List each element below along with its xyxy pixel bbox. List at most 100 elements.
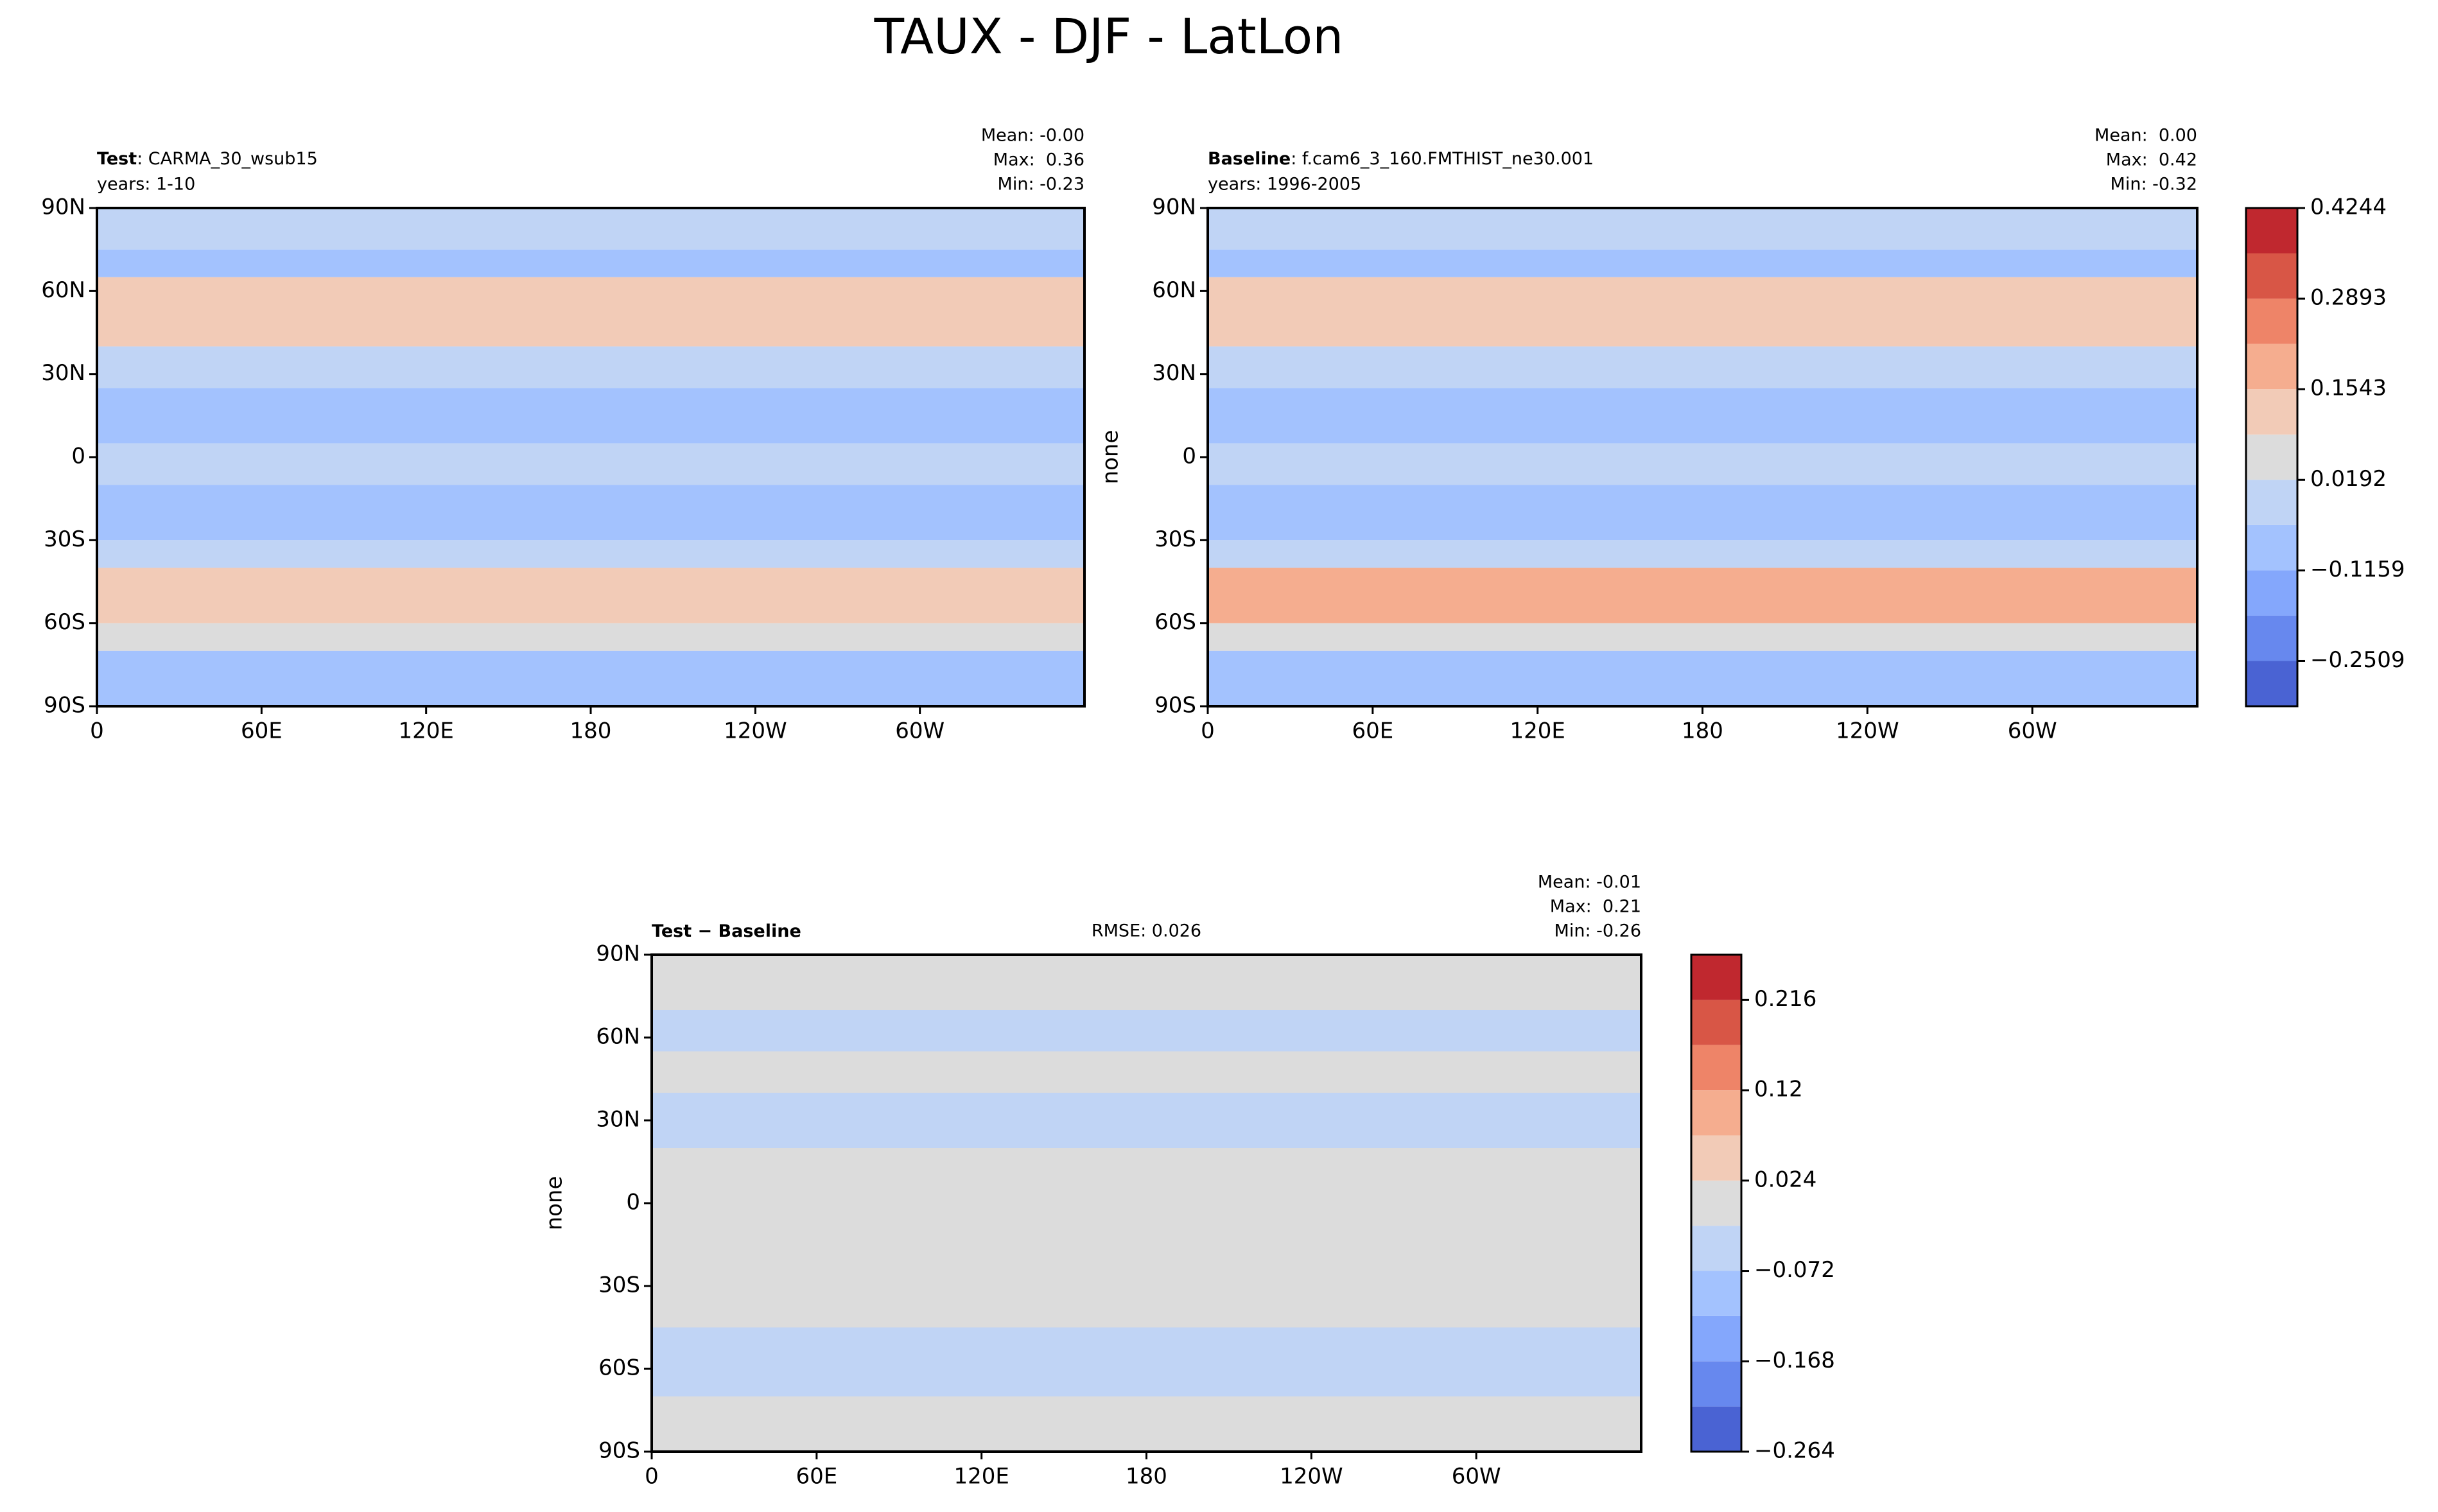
field-band <box>97 249 1084 277</box>
field-band <box>652 1010 1641 1052</box>
colorbar-segment <box>2246 434 2297 480</box>
colorbar-segment <box>1691 955 1741 1000</box>
colorbar-segment <box>1691 1226 1741 1271</box>
colorbar-segment <box>2246 661 2297 706</box>
colorbar-segment <box>2246 389 2297 435</box>
x-tick-label: 120E <box>398 718 453 744</box>
y-tick-label: 90N <box>41 195 85 220</box>
panel-stat: Mean: -0.01 <box>1538 873 1641 892</box>
colorbar-segment <box>2246 480 2297 525</box>
colorbar-segment <box>1691 1045 1741 1091</box>
colorbar-segment <box>1691 1000 1741 1045</box>
colorbar-tick-label: 0.4244 <box>2310 195 2387 220</box>
x-tick-label: 60E <box>1352 718 1393 744</box>
field-band <box>652 1396 1641 1452</box>
panel-stat: Min: -0.26 <box>1554 921 1641 941</box>
field-band <box>652 1093 1641 1148</box>
figure-title: TAUX - DJF - LatLon <box>874 8 1344 65</box>
panel-stat: Mean: -0.00 <box>981 126 1084 146</box>
y-tick-label: 60N <box>41 277 85 303</box>
field-band <box>1208 485 2197 541</box>
y-tick-label: 90S <box>598 1438 640 1464</box>
field-band <box>1208 388 2197 444</box>
y-tick-label: 90N <box>1152 195 1196 220</box>
panel-stat: Min: -0.32 <box>2111 175 2197 195</box>
panel-stat: Min: -0.23 <box>998 175 1084 195</box>
field-band <box>97 277 1084 347</box>
colorbar-frame <box>1690 953 1743 1453</box>
x-tick-label: 180 <box>570 718 612 744</box>
field-band <box>652 1327 1641 1369</box>
colorbar-segment <box>2246 343 2297 390</box>
field-band <box>1208 540 2197 568</box>
colorbar-segment <box>2246 299 2297 344</box>
panel-stat: Max: 0.21 <box>1550 897 1641 917</box>
panel-title-bold: Test <box>97 149 137 169</box>
x-tick-label: 180 <box>1682 718 1723 744</box>
colorbar-tick-label: 0.2893 <box>2310 285 2387 311</box>
y-tick-label: 60N <box>1152 277 1196 303</box>
colorbar-tick-label: 0.216 <box>1754 986 1816 1012</box>
x-tick-label: 60W <box>895 718 945 744</box>
y-tick-label: 30S <box>44 526 85 552</box>
x-tick-label: 0 <box>1201 718 1215 744</box>
field-band <box>97 443 1084 485</box>
colorbar-tick-label: −0.2509 <box>2310 647 2405 673</box>
field-band <box>97 568 1084 623</box>
panel-stat: Mean: 0.00 <box>2094 126 2197 146</box>
field-band <box>1208 650 2197 706</box>
x-tick-label: 120E <box>1510 718 1565 744</box>
field-band <box>97 485 1084 541</box>
panel-title: Test − Baseline <box>652 921 801 941</box>
y-tick-label: 30N <box>41 360 85 386</box>
field-band <box>97 208 1084 250</box>
colorbar-segment <box>2246 525 2297 571</box>
panel-title: Baseline: f.cam6_3_160.FMTHIST_ne30.001 <box>1208 149 1594 169</box>
field-band <box>97 346 1084 388</box>
panel-title-name: : CARMA_30_wsub15 <box>137 149 318 169</box>
panel-stat: Max: 0.42 <box>2106 150 2197 170</box>
colorbar-segment <box>1691 1316 1741 1362</box>
field-band <box>652 1148 1641 1328</box>
field-band <box>1208 623 2197 651</box>
colorbar-segment <box>1691 1406 1741 1452</box>
colorbar-tick-label: −0.264 <box>1754 1438 1835 1464</box>
y-tick-label: 60N <box>596 1024 640 1050</box>
colorbar-segment <box>1691 1135 1741 1181</box>
colorbar-tick-label: −0.168 <box>1754 1348 1835 1373</box>
field-band <box>1208 249 2197 277</box>
field-band <box>1208 208 2197 250</box>
colorbar-segment <box>2246 253 2297 299</box>
panel-title-name: : f.cam6_3_160.FMTHIST_ne30.001 <box>1291 149 1594 169</box>
x-tick-label: 60W <box>2008 718 2057 744</box>
y-tick-label: 90S <box>44 693 85 718</box>
colorbar-tick-label: 0.1543 <box>2310 376 2387 401</box>
x-tick-label: 60E <box>796 1464 837 1490</box>
colorbar-segment <box>1691 1271 1741 1316</box>
field-band <box>652 1369 1641 1396</box>
panel-center-title: RMSE: 0.026 <box>1092 921 1201 941</box>
colorbar-tick-label: 0.024 <box>1754 1167 1816 1192</box>
panel-subtitle: years: 1996-2005 <box>1208 175 1361 195</box>
field-band <box>1208 443 2197 485</box>
x-tick-label: 120W <box>724 718 787 744</box>
panel-title-bold: Baseline <box>1208 149 1291 169</box>
panel-title: Test: CARMA_30_wsub15 <box>97 149 318 169</box>
x-tick-label: 0 <box>90 718 104 744</box>
y-tick-label: 0 <box>1182 444 1196 469</box>
x-tick-label: 60E <box>241 718 283 744</box>
colorbar-segment <box>2246 615 2297 661</box>
field-band <box>97 388 1084 444</box>
field-band <box>97 623 1084 651</box>
colorbar-tick-label: 0.0192 <box>2310 466 2387 492</box>
colorbar-segment <box>2246 570 2297 616</box>
y-tick-label: 30S <box>1154 526 1196 552</box>
x-tick-label: 120W <box>1836 718 1899 744</box>
panel-stat: Max: 0.36 <box>993 150 1084 170</box>
field-band <box>1208 277 2197 347</box>
y-axis-label: none <box>1098 430 1124 485</box>
y-tick-label: 30N <box>596 1107 640 1133</box>
field-band <box>1208 568 2197 623</box>
y-tick-label: 60S <box>1154 609 1196 635</box>
